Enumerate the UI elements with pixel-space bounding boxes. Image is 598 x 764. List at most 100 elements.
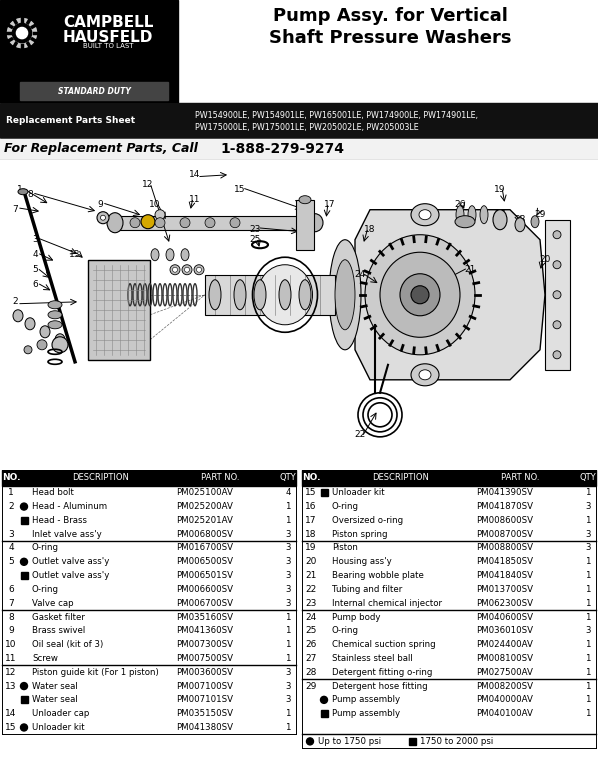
Text: 12: 12 [5, 668, 17, 677]
Text: 9: 9 [97, 200, 103, 209]
Ellipse shape [40, 325, 50, 338]
Text: 20: 20 [539, 255, 551, 264]
Ellipse shape [181, 249, 189, 261]
Text: 1: 1 [585, 640, 591, 649]
Text: 3: 3 [32, 235, 38, 244]
Bar [2, 470, 296, 486]
Bar [408, 738, 416, 745]
Text: PM040000AV: PM040000AV [476, 695, 533, 704]
Text: 1: 1 [585, 557, 591, 566]
Text: 27: 27 [495, 210, 506, 219]
Text: 3: 3 [285, 557, 291, 566]
Bar [115, 215, 315, 230]
Text: 13: 13 [69, 251, 81, 259]
Text: 4: 4 [8, 543, 14, 552]
Text: 3: 3 [285, 681, 291, 691]
Ellipse shape [172, 267, 178, 272]
Text: PM027500AV: PM027500AV [476, 668, 533, 677]
Circle shape [20, 682, 28, 690]
Text: 16: 16 [294, 200, 306, 209]
Text: 17: 17 [305, 516, 317, 525]
Ellipse shape [299, 280, 311, 309]
Text: 8: 8 [8, 613, 14, 622]
Text: PART NO.: PART NO. [201, 474, 240, 482]
Text: 1: 1 [585, 695, 591, 704]
Text: 1: 1 [285, 709, 291, 718]
Text: PM008700SV: PM008700SV [476, 529, 533, 539]
Ellipse shape [100, 215, 105, 220]
Text: 1: 1 [285, 502, 291, 511]
Ellipse shape [307, 214, 323, 231]
Ellipse shape [52, 337, 68, 353]
Text: Piston spring: Piston spring [332, 529, 388, 539]
Ellipse shape [411, 364, 439, 386]
Ellipse shape [365, 235, 475, 354]
Text: Outlet valve ass'y: Outlet valve ass'y [32, 557, 109, 566]
Text: 26: 26 [306, 640, 317, 649]
Ellipse shape [299, 196, 311, 204]
Text: Outlet valve ass'y: Outlet valve ass'y [32, 571, 109, 580]
Ellipse shape [400, 274, 440, 316]
Ellipse shape [234, 280, 246, 309]
Text: 19: 19 [305, 543, 317, 552]
Text: Pump Assy. for Vertical: Pump Assy. for Vertical [273, 7, 508, 25]
Ellipse shape [411, 204, 439, 225]
Ellipse shape [258, 265, 313, 325]
Text: 25: 25 [249, 235, 261, 244]
Text: 1: 1 [585, 654, 591, 663]
Text: 3: 3 [285, 529, 291, 539]
Ellipse shape [480, 206, 488, 224]
Text: 27: 27 [306, 654, 317, 663]
Text: PM041360SV: PM041360SV [176, 626, 233, 636]
Ellipse shape [254, 280, 266, 309]
Text: PART NO.: PART NO. [501, 474, 539, 482]
Text: 19: 19 [495, 185, 506, 194]
Text: 1: 1 [585, 488, 591, 497]
Ellipse shape [155, 209, 165, 220]
Text: O-ring: O-ring [332, 626, 359, 636]
Text: PM025200AV: PM025200AV [176, 502, 233, 511]
Text: 1750 to 2000 psi: 1750 to 2000 psi [420, 737, 493, 746]
Ellipse shape [553, 231, 561, 238]
Text: 1: 1 [285, 640, 291, 649]
Ellipse shape [166, 249, 174, 261]
Text: 9: 9 [8, 626, 14, 636]
Text: 2: 2 [8, 502, 14, 511]
Text: 24: 24 [306, 613, 316, 622]
Text: O-ring: O-ring [332, 502, 359, 511]
Text: PM008100SV: PM008100SV [476, 654, 533, 663]
Text: 22: 22 [306, 585, 316, 594]
Text: 13: 13 [5, 681, 17, 691]
Text: 28: 28 [306, 668, 317, 677]
Text: 15: 15 [234, 185, 246, 194]
Text: 18: 18 [364, 225, 376, 235]
Text: Detergent hose fitting: Detergent hose fitting [332, 681, 428, 691]
Bar [296, 199, 314, 250]
Ellipse shape [335, 260, 355, 330]
Ellipse shape [151, 249, 159, 261]
Text: Head - Brass: Head - Brass [32, 516, 87, 525]
Text: O-ring: O-ring [32, 543, 59, 552]
Circle shape [307, 738, 313, 745]
Ellipse shape [97, 212, 109, 224]
Text: 1: 1 [585, 681, 591, 691]
Ellipse shape [13, 309, 23, 322]
Text: 20: 20 [306, 557, 317, 566]
Text: NO.: NO. [2, 474, 20, 482]
Text: PM040600SV: PM040600SV [476, 613, 533, 622]
Text: 1-888-279-9274: 1-888-279-9274 [220, 141, 344, 156]
Text: Pump assembly: Pump assembly [332, 695, 400, 704]
Text: 10: 10 [5, 640, 17, 649]
Text: PM041850SV: PM041850SV [476, 557, 533, 566]
Text: PM016700SV: PM016700SV [176, 543, 233, 552]
Text: 6: 6 [32, 280, 38, 290]
Ellipse shape [455, 215, 475, 228]
Ellipse shape [411, 286, 429, 304]
Text: 1: 1 [585, 516, 591, 525]
Text: 23: 23 [306, 599, 317, 607]
Text: 29: 29 [306, 681, 317, 691]
Ellipse shape [230, 218, 240, 228]
Text: 1: 1 [285, 626, 291, 636]
Text: 1: 1 [285, 654, 291, 663]
Circle shape [6, 17, 38, 49]
